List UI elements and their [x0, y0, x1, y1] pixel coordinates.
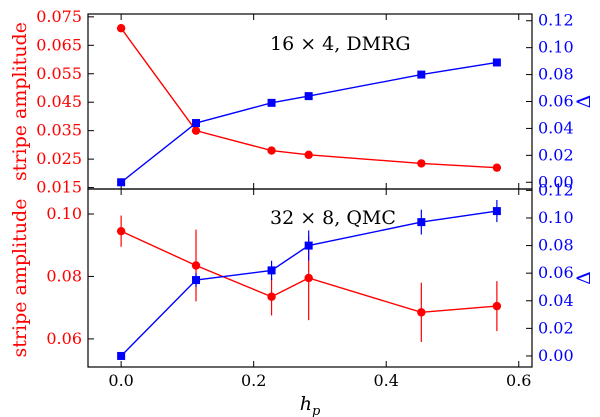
left-tick-label: 0.055 — [36, 64, 82, 83]
panel-bottom-qmc: 0.06 0.08 0.10 0.00 0.02 0.04 0.06 0.08 0.10 0.12… — [9, 180, 595, 368]
data-point-square — [304, 241, 313, 250]
left-tick-label: 0.045 — [36, 92, 82, 111]
x-axis-label-main: h — [300, 393, 312, 415]
right-tick-label: 0.06 — [538, 263, 574, 282]
data-point-square — [267, 266, 276, 275]
series-line-right — [120, 61, 497, 183]
right-axis-label: Δ — [573, 271, 595, 285]
x-axis: 0.0 0.2 0.4 0.6 hp — [108, 371, 531, 417]
data-point-square — [417, 218, 426, 227]
data-point-square — [267, 98, 276, 107]
data-point-circle — [267, 292, 276, 301]
data-point-square — [492, 207, 501, 216]
data-point-circle — [492, 163, 502, 172]
right-tick-label: 0.02 — [538, 145, 574, 164]
x-axis-label: hp — [300, 393, 321, 417]
data-point-square — [304, 92, 313, 101]
left-tick-label: 0.035 — [36, 121, 82, 140]
right-tick-label: 0.04 — [538, 291, 574, 310]
data-point-circle — [191, 261, 201, 270]
x-tick-label: 0.6 — [506, 371, 531, 390]
left-tick-label: 0.075 — [36, 7, 82, 26]
x-tick-label: 0.4 — [373, 371, 398, 390]
right-tick-label: 0.00 — [538, 346, 574, 365]
left-axis-label: stripe amplitude — [9, 199, 31, 358]
data-point-circle — [304, 150, 313, 160]
right-tick-label: 0.12 — [538, 180, 574, 199]
x-axis-label-sub: p — [312, 404, 321, 417]
right-axis-label: Δ — [573, 95, 595, 109]
left-tick-label: 0.06 — [46, 329, 82, 348]
data-point-circle — [492, 301, 502, 311]
data-point-circle — [417, 159, 426, 168]
data-point-circle — [417, 308, 426, 317]
data-point-square — [417, 70, 426, 79]
left-tick-label: 0.025 — [36, 149, 82, 168]
series-line-left — [120, 27, 497, 169]
data-point-square — [492, 58, 501, 67]
left-tick-label: 0.065 — [36, 35, 82, 54]
right-tick-label: 0.08 — [538, 65, 574, 84]
left-axis-label: stripe amplitude — [9, 22, 31, 181]
right-tick-label: 0.10 — [538, 38, 574, 57]
data-point-circle — [191, 126, 201, 135]
panel-top-dmrg: 0.0150.0250.0350.0450.0550.0650.0750.000… — [9, 7, 595, 197]
right-tick-label: 0.02 — [538, 318, 574, 337]
x-tick-label: 0.0 — [108, 371, 133, 390]
panel-annotation: 16 × 4, DMRG — [270, 33, 411, 55]
x-tick-label: 0.2 — [241, 371, 266, 390]
left-tick-label: 0.015 — [36, 178, 82, 197]
series-line-left — [120, 230, 497, 314]
right-tick-label: 0.08 — [538, 236, 574, 255]
data-point-circle — [304, 273, 313, 283]
right-tick-label: 0.04 — [538, 118, 574, 137]
right-tick-label: 0.12 — [538, 11, 574, 30]
data-point-circle — [116, 24, 126, 33]
data-point-square — [117, 178, 126, 187]
right-tick-label: 0.10 — [538, 208, 574, 227]
left-tick-label: 0.08 — [46, 266, 82, 285]
right-tick-label: 0.06 — [538, 92, 574, 111]
panel-annotation: 32 × 8, QMC — [270, 207, 396, 229]
plot-frame — [87, 188, 533, 368]
data-point-circle — [116, 226, 126, 236]
left-tick-label: 0.10 — [46, 204, 82, 223]
data-point-square — [192, 276, 201, 285]
right-tick-label: 0.00 — [538, 172, 574, 191]
series-line-right — [120, 210, 497, 357]
data-point-square — [117, 351, 126, 360]
data-point-square — [192, 119, 201, 128]
data-point-circle — [267, 146, 276, 155]
